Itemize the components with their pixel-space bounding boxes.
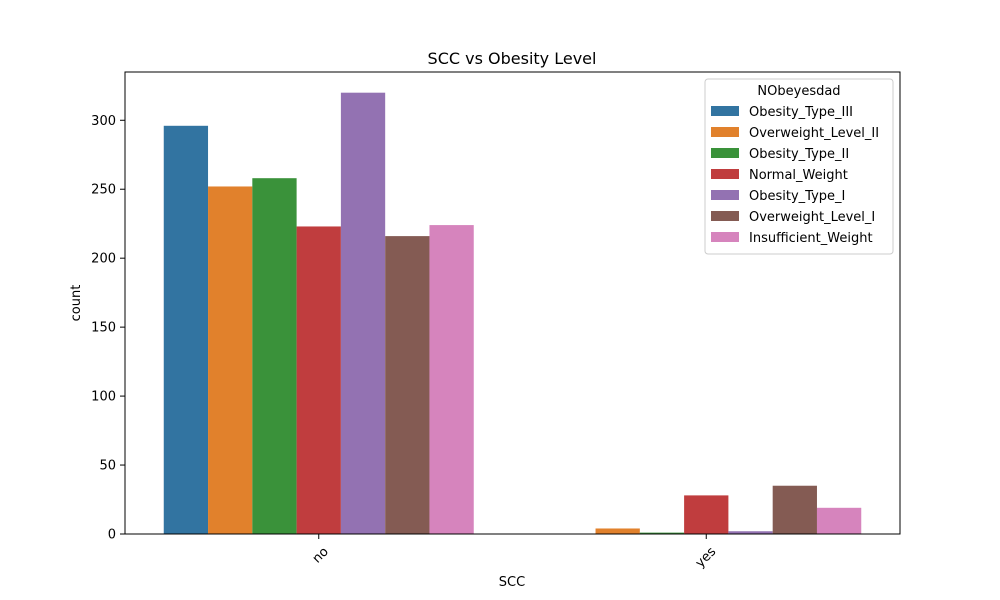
bar-Obesity_Type_II-no	[252, 178, 297, 534]
y-tick-label: 0	[108, 528, 116, 543]
legend-label: Normal_Weight	[749, 168, 848, 183]
bar-Insufficient_Weight-no	[429, 225, 474, 534]
legend-label: Obesity_Type_III	[749, 105, 853, 120]
bar-Obesity_Type_II-yes	[639, 532, 685, 534]
legend-swatch	[711, 211, 739, 221]
y-tick-label: 50	[99, 459, 116, 474]
chart-title: SCC vs Obesity Level	[428, 49, 597, 68]
legend-title: NObeyesdad	[757, 84, 840, 99]
bar-Overweight_Level_I-no	[385, 236, 430, 535]
y-axis-label: count	[69, 285, 84, 322]
legend: NObeyesdad Obesity_Type_III Overweight_Lev…	[704, 78, 894, 255]
bars-layer	[163, 92, 862, 535]
bar-Insufficient_Weight-yes	[816, 507, 862, 534]
x-tick-label: yes	[693, 544, 720, 571]
bar-Overweight_Level_I-yes	[772, 485, 817, 534]
y-tick-label: 200	[91, 252, 116, 267]
bar-Overweight_Level_II-yes	[595, 528, 640, 534]
legend-label: Overweight_Level_I	[749, 210, 875, 225]
legend-swatch	[711, 232, 739, 242]
bar-Normal_Weight-yes	[684, 495, 729, 534]
legend-swatch	[711, 127, 739, 137]
x-tick-label: no	[310, 544, 332, 566]
bar-Overweight_Level_II-no	[208, 186, 253, 534]
y-tick-label: 250	[91, 183, 116, 198]
y-tick-label: 100	[91, 390, 116, 405]
legend-label: Insufficient_Weight	[749, 231, 873, 246]
bar-Obesity_Type_I-no	[340, 92, 386, 534]
bar-Obesity_Type_III-no	[163, 125, 209, 534]
bar-Obesity_Type_I-yes	[728, 531, 773, 534]
legend-label: Overweight_Level_II	[749, 126, 879, 141]
legend-box	[704, 78, 894, 255]
plot-frame	[124, 71, 901, 535]
legend-swatch	[711, 148, 739, 158]
x-axis-label: SCC	[499, 575, 525, 590]
y-tick-label: 150	[91, 321, 116, 336]
y-tick-label: 300	[91, 114, 116, 129]
legend-swatch	[711, 190, 739, 200]
legend-label: Obesity_Type_II	[749, 147, 849, 162]
legend-label: Obesity_Type_I	[749, 189, 845, 204]
legend-swatch	[711, 106, 739, 116]
legend-swatch	[711, 169, 739, 179]
bar-Normal_Weight-no	[296, 226, 341, 534]
